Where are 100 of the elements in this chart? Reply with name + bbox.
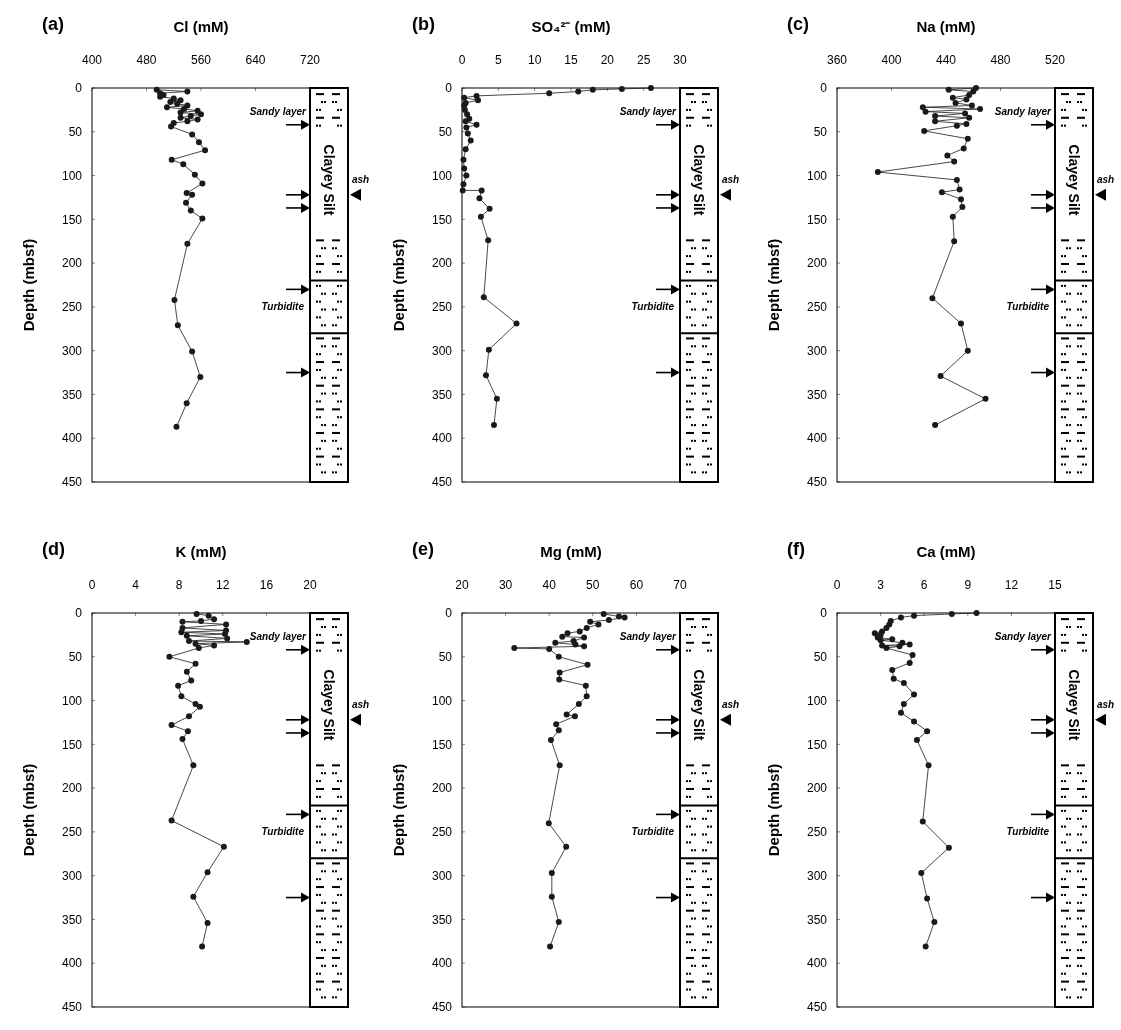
point	[911, 691, 918, 698]
point	[174, 100, 181, 107]
y-tick-label: 300	[61, 343, 83, 358]
point	[178, 693, 185, 700]
y-tick-label: 400	[61, 956, 83, 971]
point	[932, 422, 939, 429]
point	[932, 118, 939, 125]
point	[600, 610, 607, 617]
point	[189, 131, 196, 138]
point	[211, 616, 218, 623]
point	[171, 296, 178, 303]
y-tick-label: 400	[431, 431, 453, 446]
chart-title: (e)	[412, 539, 434, 559]
point	[174, 322, 181, 329]
y-tick-label: 350	[61, 912, 83, 927]
point	[889, 666, 896, 673]
text: ash	[1097, 698, 1115, 710]
point	[953, 122, 960, 129]
point	[243, 638, 250, 645]
x-tick-label: 15	[564, 53, 578, 67]
y-tick-label: 400	[806, 431, 828, 446]
point	[945, 844, 952, 851]
y-tick-label: 100	[806, 693, 828, 708]
point	[918, 870, 925, 877]
point	[871, 630, 878, 637]
x-tick-label: 0	[458, 53, 466, 67]
point	[463, 172, 470, 179]
point	[184, 240, 191, 247]
point	[187, 207, 194, 214]
y-tick-label: 150	[61, 212, 83, 227]
point	[464, 130, 471, 137]
y-tick-label: 200	[806, 256, 828, 271]
point	[223, 621, 230, 628]
x-tick-label: 480	[136, 53, 157, 67]
x-tick-label: 480	[990, 53, 1011, 67]
x-tick-label: 12	[1004, 578, 1019, 592]
point	[556, 676, 563, 683]
point	[199, 943, 206, 950]
point	[919, 104, 926, 111]
chart-title: (f)	[787, 539, 805, 559]
point	[945, 86, 952, 93]
point	[462, 118, 469, 125]
point	[962, 110, 969, 117]
point	[547, 943, 554, 950]
point	[187, 113, 194, 120]
x-axis-title: Na (mM)	[916, 18, 976, 35]
point	[204, 869, 211, 876]
point	[183, 668, 190, 675]
y-tick-label: 300	[431, 868, 453, 883]
point	[184, 728, 191, 735]
point	[179, 736, 186, 743]
point	[178, 629, 185, 636]
point	[977, 106, 984, 113]
y-tick-label: 0	[445, 81, 453, 96]
point	[966, 114, 973, 121]
point	[555, 919, 562, 926]
y-tick-label: 250	[806, 300, 828, 315]
x-tick-label: 50	[586, 578, 600, 592]
x-tick-label: 3	[877, 578, 885, 592]
text: ash	[722, 698, 740, 710]
point	[964, 347, 971, 354]
point	[198, 617, 204, 624]
point	[963, 120, 970, 127]
point	[463, 124, 470, 131]
annotation: Turbidite	[631, 825, 675, 837]
point	[166, 653, 173, 660]
point	[189, 191, 196, 198]
point	[897, 709, 904, 716]
point	[460, 181, 467, 188]
y-tick-label: 150	[806, 212, 828, 227]
point	[587, 618, 594, 625]
y-axis-title: Depth (mbsf)	[390, 763, 407, 857]
point	[970, 88, 977, 95]
point	[924, 895, 931, 902]
point	[953, 176, 960, 183]
point	[490, 422, 497, 429]
point	[615, 613, 622, 620]
point	[474, 97, 481, 104]
x-axis-title: K (mM)	[175, 543, 227, 560]
x-tick-label: 20	[455, 578, 469, 592]
y-tick-label: 0	[820, 81, 828, 96]
y-tick-label: 50	[438, 124, 453, 139]
point	[938, 189, 945, 196]
chart-title: (b)	[412, 14, 435, 34]
point	[186, 713, 193, 720]
y-tick-label: 200	[61, 781, 83, 796]
point	[168, 123, 175, 130]
text: ash	[352, 173, 370, 185]
point	[911, 718, 918, 725]
y-axis-title: Depth (mbsf)	[20, 763, 37, 857]
point	[909, 652, 916, 659]
point	[476, 195, 483, 202]
point	[190, 893, 197, 900]
point	[576, 628, 583, 635]
x-tick-label: 720	[299, 53, 321, 67]
point	[951, 158, 958, 165]
x-tick-label: 16	[259, 578, 274, 592]
y-tick-label: 250	[61, 825, 83, 840]
point	[477, 213, 484, 220]
point	[179, 618, 186, 625]
